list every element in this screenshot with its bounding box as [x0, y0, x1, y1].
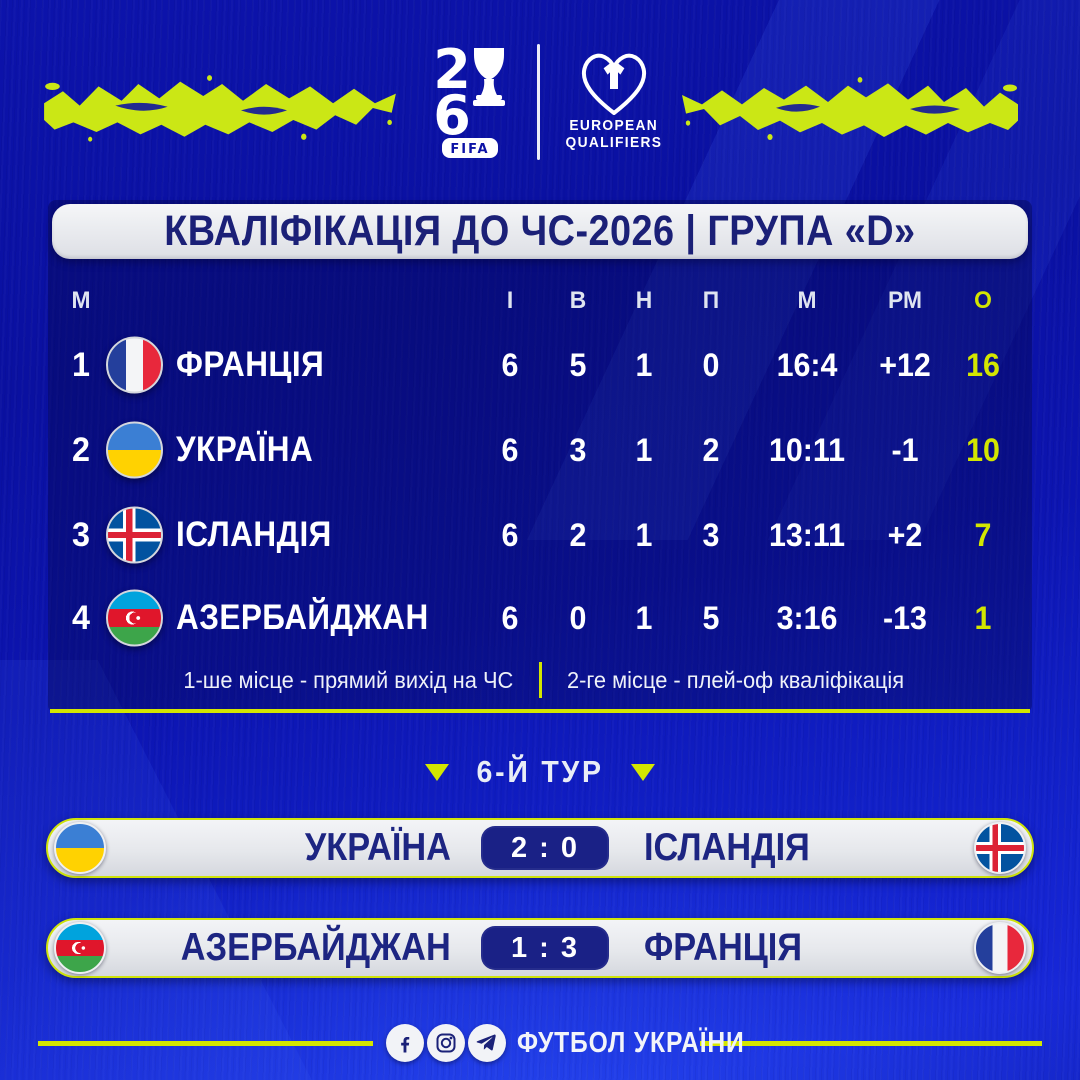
table-row: 4 АЗЕРБАЙДЖАН 6 0 1 5 3:16 -13 1	[48, 583, 1032, 653]
stat-drawn: 1	[635, 432, 653, 468]
stat-goals: 3:16	[776, 600, 838, 636]
stat-drawn: 1	[635, 600, 653, 636]
page-title: КВАЛІФІКАЦІЯ ДО ЧС-2026 | ГРУПА «D»	[164, 207, 916, 255]
flag-iceland-icon	[106, 506, 163, 564]
stat-drawn: 1	[635, 517, 653, 553]
stat-lost: 3	[702, 517, 720, 553]
footer-line-right	[700, 1041, 1042, 1046]
score-box: 2 : 0	[481, 826, 609, 870]
row-position: 1	[72, 346, 90, 384]
team-name: УКРАЇНА	[176, 430, 314, 469]
table-header-row: М І В Н П М РМ О	[48, 286, 1032, 316]
flag-france-icon	[974, 922, 1026, 974]
score-box: 1 : 3	[481, 926, 609, 970]
fifa-logo-digit-2: 2	[433, 42, 471, 101]
row-position: 2	[72, 431, 90, 469]
stat-points: 10	[966, 432, 1000, 468]
table-row: 2 УКРАЇНА 6 3 1 2 10:11 -1 10	[48, 415, 1032, 485]
qualifiers-text-line2: QUALIFIERS	[565, 135, 663, 151]
stat-diff: -13	[883, 600, 927, 636]
stat-goals: 16:4	[776, 347, 838, 383]
flag-ukraine-icon	[106, 421, 163, 479]
match-away-team: ІСЛАНДІЯ	[644, 826, 810, 869]
logo-divider	[537, 44, 540, 160]
stat-played: 6	[501, 347, 519, 383]
stat-points: 7	[974, 517, 992, 553]
stat-lost: 5	[702, 600, 720, 636]
row-position: 4	[72, 599, 90, 637]
match-home-team: АЗЕРБАЙДЖАН	[181, 926, 451, 969]
flag-azerbaijan-icon	[54, 922, 106, 974]
stat-won: 2	[569, 517, 587, 553]
fifa-badge	[442, 138, 498, 158]
footer-line-left	[38, 1041, 373, 1046]
stat-drawn: 1	[635, 347, 653, 383]
stat-played: 6	[501, 600, 519, 636]
col-lost: П	[702, 287, 720, 314]
instagram-icon[interactable]	[427, 1024, 465, 1062]
stat-won: 0	[569, 600, 587, 636]
col-diff: РМ	[888, 287, 922, 314]
flag-france-icon	[106, 336, 163, 394]
stat-diff: -1	[891, 432, 919, 468]
paint-splatter-left-icon	[44, 75, 396, 142]
col-drawn: Н	[635, 287, 653, 314]
round-label: 6-Й ТУР	[476, 754, 604, 789]
team-name: ІСЛАНДІЯ	[176, 515, 332, 554]
stat-diff: +12	[879, 347, 931, 383]
stat-played: 6	[501, 432, 519, 468]
heart-jersey-icon	[581, 53, 647, 115]
qualifiers-text-line1: EUROPEAN	[569, 118, 659, 134]
match-away-team: ФРАНЦІЯ	[644, 926, 803, 969]
col-points: О	[974, 287, 992, 314]
stat-diff: +2	[887, 517, 923, 553]
stat-points: 16	[966, 347, 1000, 383]
fifa-logo-digit-6: 6	[433, 84, 471, 147]
team-name: ФРАНЦІЯ	[176, 345, 325, 384]
stat-won: 3	[569, 432, 587, 468]
note-first-place: 1-ше місце - прямий вихід на ЧС	[183, 667, 513, 693]
table-row: 3 ІСЛАНДІЯ 6 2 1 3 13:11 +2 7	[48, 500, 1032, 570]
title-bar: КВАЛІФІКАЦІЯ ДО ЧС-2026 | ГРУПА «D»	[52, 204, 1028, 259]
triangle-down-icon	[631, 763, 656, 781]
stat-goals: 10:11	[768, 432, 846, 468]
stat-played: 6	[501, 517, 519, 553]
stat-lost: 2	[702, 432, 720, 468]
stat-goals: 13:11	[768, 517, 846, 553]
col-won: В	[569, 287, 587, 314]
flag-iceland-icon	[974, 822, 1026, 874]
stat-points: 1	[974, 600, 992, 636]
facebook-icon[interactable]	[386, 1024, 424, 1062]
match-score: 1 : 3	[510, 931, 580, 964]
round-header: 6-Й ТУР	[0, 752, 1080, 792]
row-position: 3	[72, 516, 90, 554]
accent-rule	[50, 709, 1030, 713]
triangle-down-icon	[424, 763, 449, 781]
qualification-notes: 1-ше місце - прямий вихід на ЧС 2-ге міс…	[48, 656, 1032, 704]
table-row: 1 ФРАНЦІЯ 6 5 1 0 16:4 +12 16	[48, 330, 1032, 400]
match-home-team: УКРАЇНА	[305, 826, 451, 869]
flag-azerbaijan-icon	[106, 589, 163, 647]
trophy-icon	[473, 48, 505, 106]
team-name: АЗЕРБАЙДЖАН	[176, 598, 429, 637]
standings-card: КВАЛІФІКАЦІЯ ДО ЧС-2026 | ГРУПА «D» М І …	[48, 200, 1032, 713]
match-result-bar: УКРАЇНА 2 : 0 ІСЛАНДІЯ	[46, 818, 1034, 878]
match-score: 2 : 0	[510, 831, 580, 864]
footer-brand: ФУТБОЛ УКРАЇНИ	[517, 1027, 745, 1059]
col-pos: М	[71, 287, 91, 314]
stat-won: 5	[569, 347, 587, 383]
col-played: І	[506, 287, 514, 314]
fifa-badge-label: FIFA	[450, 142, 489, 157]
note-second-place: 2-ге місце - плей-оф кваліфікація	[567, 667, 905, 693]
stat-lost: 0	[702, 347, 720, 383]
col-goals: М	[797, 287, 817, 314]
flag-ukraine-icon	[54, 822, 106, 874]
notes-divider	[539, 662, 542, 698]
fifa-world-cup-2026-logo: 2 6 FIFA	[433, 42, 505, 158]
telegram-icon[interactable]	[468, 1024, 506, 1062]
european-qualifiers-logo: EUROPEAN QUALIFIERS	[552, 44, 676, 164]
paint-splatter-right-icon	[682, 77, 1018, 141]
match-result-bar: АЗЕРБАЙДЖАН 1 : 3 ФРАНЦІЯ	[46, 918, 1034, 978]
